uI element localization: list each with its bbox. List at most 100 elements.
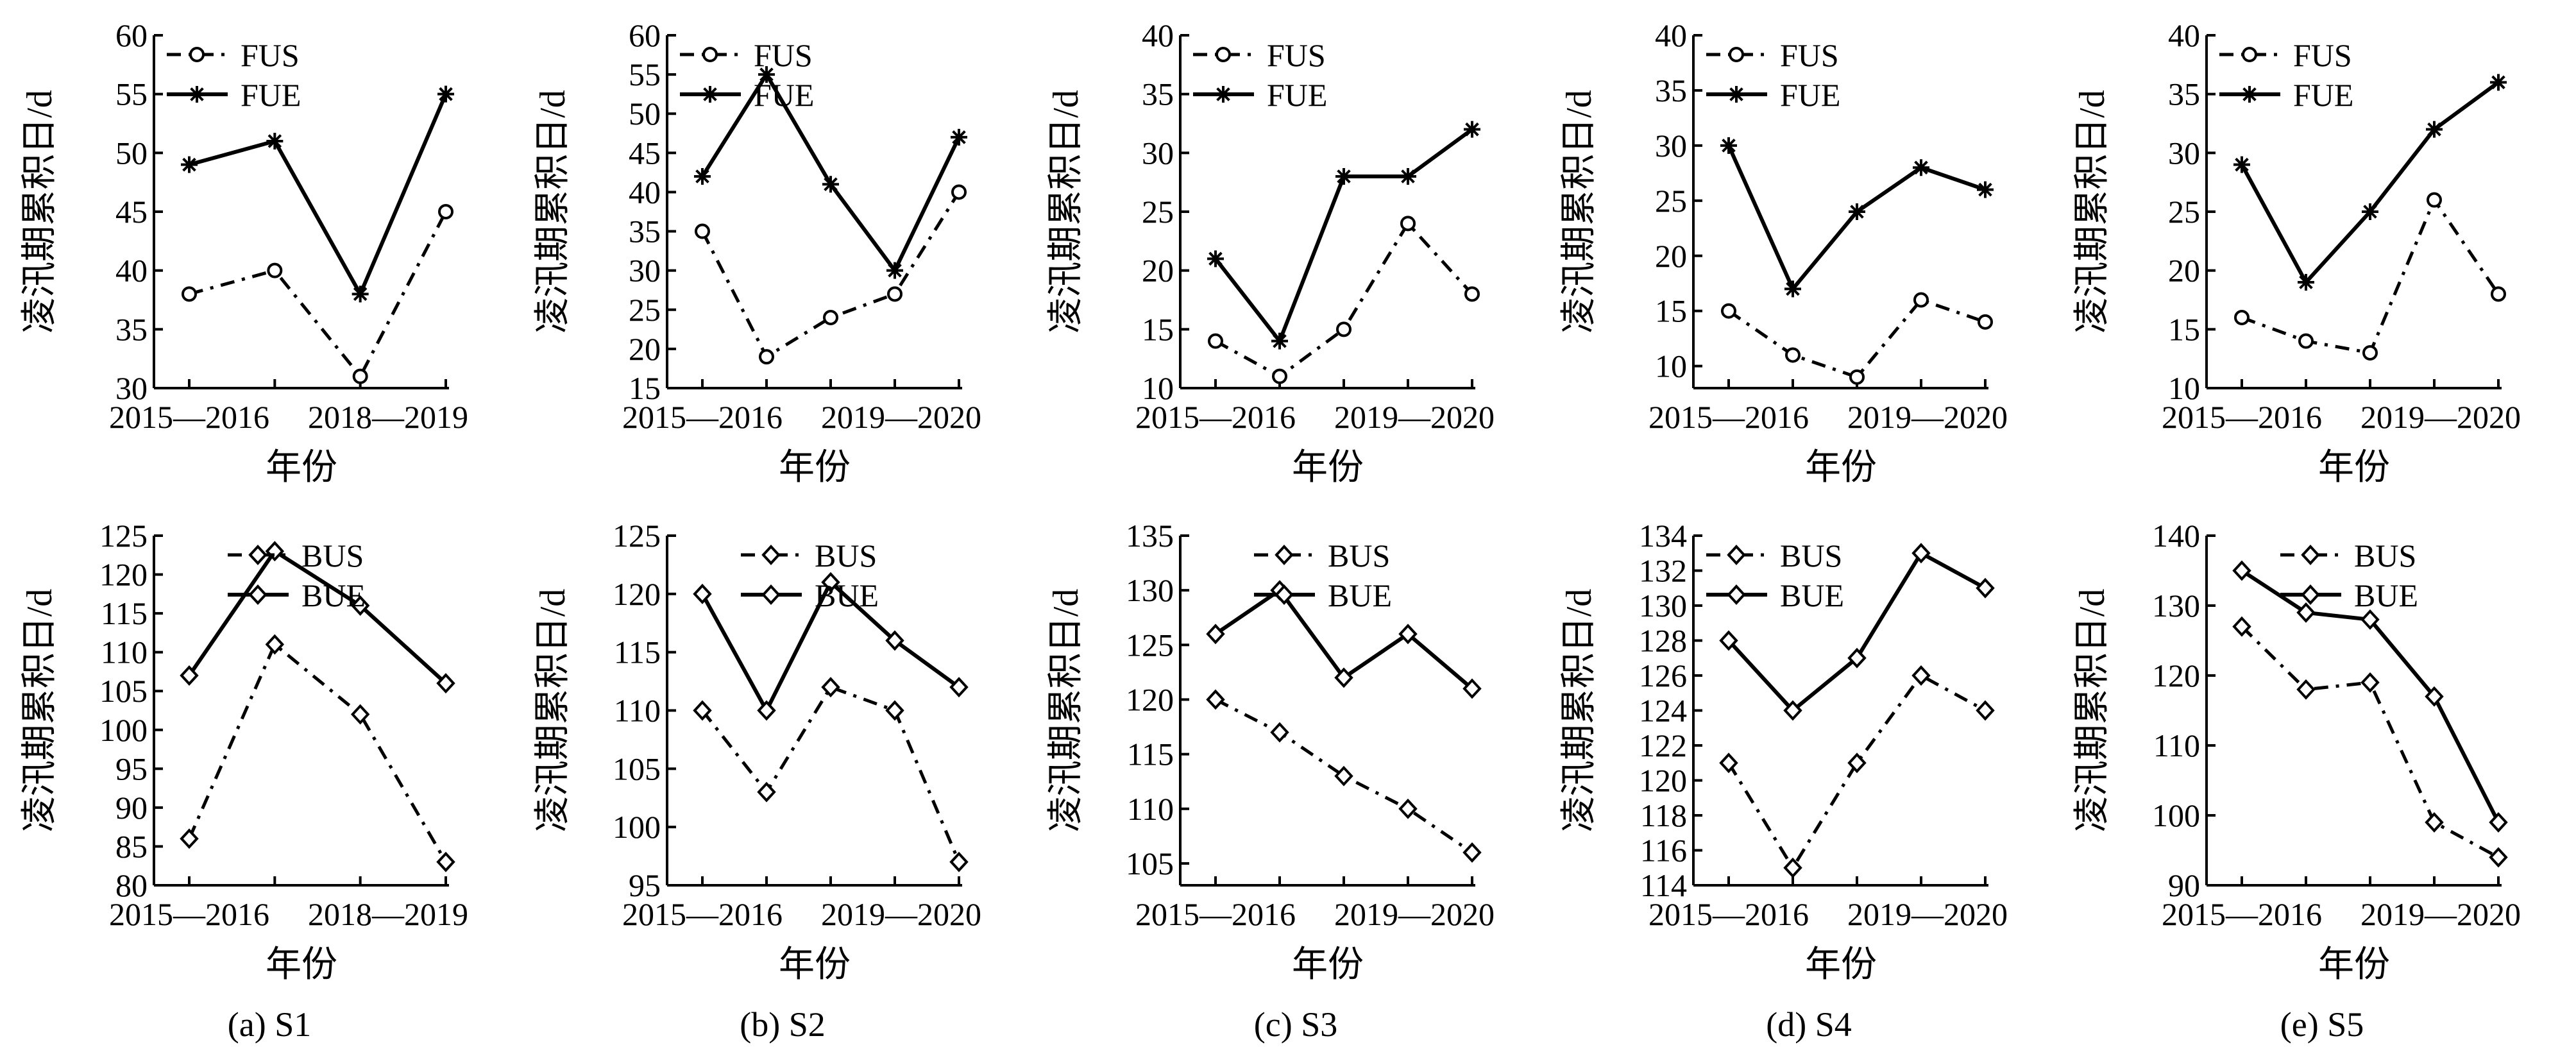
legend-label: BUE: [815, 577, 879, 613]
y-tick-label: 10: [1655, 348, 1687, 384]
data-point-fus: [951, 184, 967, 200]
y-tick-label: 120: [1639, 763, 1687, 799]
x-axis-title: 年份: [2318, 945, 2390, 985]
y-tick-label: 50: [629, 96, 661, 132]
x-tick-label: 2019—2020: [2360, 399, 2521, 435]
panel-caption: (b) S2: [740, 1005, 826, 1044]
data-point-fus: [887, 286, 902, 302]
data-point-fue: [1271, 332, 1288, 350]
data-point-fue: [181, 156, 198, 173]
y-tick-label: 45: [115, 194, 148, 230]
chart-panel-c-top: 10 15 20 25 30 35 40 2015—2016 2019—2020 年份 凌汛期累积日…: [1046, 17, 1495, 488]
data-point-fus: [1208, 333, 1223, 349]
legend-label: FUS: [754, 37, 813, 73]
data-point-bus: [2232, 616, 2251, 637]
y-tick-label: 30: [2168, 135, 2200, 171]
legend-marker: [1275, 545, 1294, 565]
y-tick-label: 30: [115, 370, 148, 406]
data-point-fus: [438, 204, 453, 219]
x-tick-label: 2015—2016: [622, 896, 783, 932]
data-point-bus: [265, 634, 285, 655]
y-tick-label: 85: [115, 828, 148, 864]
x-axis-title: 年份: [1292, 448, 1364, 488]
y-tick-label: 128: [1639, 623, 1687, 659]
y-tick-label: 100: [613, 809, 661, 845]
legend-marker: [2241, 86, 2258, 103]
data-point-fue: [2233, 156, 2250, 173]
y-axis-title: 凌汛期累积日/d: [20, 90, 60, 334]
data-point-bus: [821, 677, 840, 698]
y-tick-label: 130: [1126, 572, 1174, 608]
data-point-fus: [2491, 286, 2506, 302]
panel-caption: (a) S1: [228, 1005, 311, 1044]
x-axis-title: 年份: [266, 945, 337, 985]
data-point-fus: [759, 349, 774, 365]
y-tick-label: 20: [629, 331, 661, 367]
y-tick-label: 114: [1640, 867, 1687, 903]
legend-marker: [702, 86, 718, 103]
data-point-bue: [693, 583, 712, 604]
y-tick-label: 110: [1127, 791, 1174, 827]
data-point-bue: [350, 595, 370, 616]
data-point-bus: [949, 851, 969, 872]
data-point-bus: [1847, 752, 1867, 774]
y-tick-label: 95: [115, 751, 148, 786]
y-tick-label: 25: [1142, 194, 1174, 230]
y-tick-label: 125: [99, 518, 148, 554]
data-point-fus: [267, 262, 283, 278]
data-point-bue: [1719, 630, 1738, 651]
data-point-fus: [1913, 292, 1929, 308]
data-point-bue: [2296, 602, 2316, 623]
data-point-bus: [1398, 798, 1418, 819]
y-tick-label: 25: [1655, 183, 1687, 219]
data-point-bus: [436, 851, 455, 872]
data-point-fue: [1335, 168, 1352, 185]
x-tick-label: 2018—2019: [308, 896, 468, 932]
legend-label: FUE: [2293, 77, 2353, 113]
x-axis-title: 年份: [1805, 945, 1877, 985]
data-point-bus: [1206, 689, 1225, 710]
x-tick-label: 2019—2020: [2360, 896, 2521, 932]
data-point-bue: [1911, 543, 1931, 564]
data-point-bue: [1976, 577, 1995, 599]
data-point-bue: [1206, 624, 1225, 645]
legend-label: BUE: [2354, 577, 2418, 613]
legend-marker: [189, 47, 205, 62]
x-axis-title: 年份: [266, 448, 337, 488]
data-point-fue: [1207, 250, 1224, 268]
legend-marker: [1727, 584, 1746, 605]
x-tick-label: 2015—2016: [1648, 399, 1809, 435]
y-tick-label: 60: [115, 17, 148, 53]
y-tick-label: 118: [1640, 797, 1687, 833]
chart-panel-b-bottom: 95 100 105 110 115 120 125 2015—2016 2019—2020 年份…: [533, 518, 981, 985]
series-line-bus: [2241, 625, 2500, 859]
x-tick-label: 2015—2016: [1135, 399, 1296, 435]
data-point-bus: [2360, 672, 2380, 693]
series-line-fus: [1727, 298, 1986, 379]
y-tick-label: 122: [1639, 727, 1687, 763]
legend-label: FUS: [1267, 37, 1326, 73]
data-point-bue: [757, 700, 776, 721]
series-line-fus: [2241, 196, 2500, 355]
series-line-bue: [187, 548, 448, 685]
series-line-fus: [189, 210, 448, 380]
y-tick-label: 10: [1142, 370, 1174, 406]
series-line-fue: [700, 71, 961, 275]
y-tick-label: 25: [2168, 194, 2200, 230]
y-axis-title: 凌汛期累积日/d: [533, 589, 573, 833]
panel-caption: (d) S4: [1766, 1005, 1852, 1044]
y-tick-label: 130: [1639, 588, 1687, 624]
y-tick-label: 15: [629, 370, 661, 406]
y-tick-label: 40: [115, 253, 148, 289]
legend-label: BUE: [1328, 577, 1392, 613]
legend-label: FUE: [754, 77, 814, 113]
data-point-bus: [1462, 842, 1482, 863]
x-axis-title: 年份: [2318, 448, 2390, 488]
x-axis-title: 年份: [779, 945, 851, 985]
legend-label: BUS: [2354, 538, 2416, 574]
legend-label: BUS: [815, 538, 877, 574]
x-tick-label: 2019—2020: [1847, 399, 2008, 435]
series-line-fue: [2240, 80, 2500, 286]
